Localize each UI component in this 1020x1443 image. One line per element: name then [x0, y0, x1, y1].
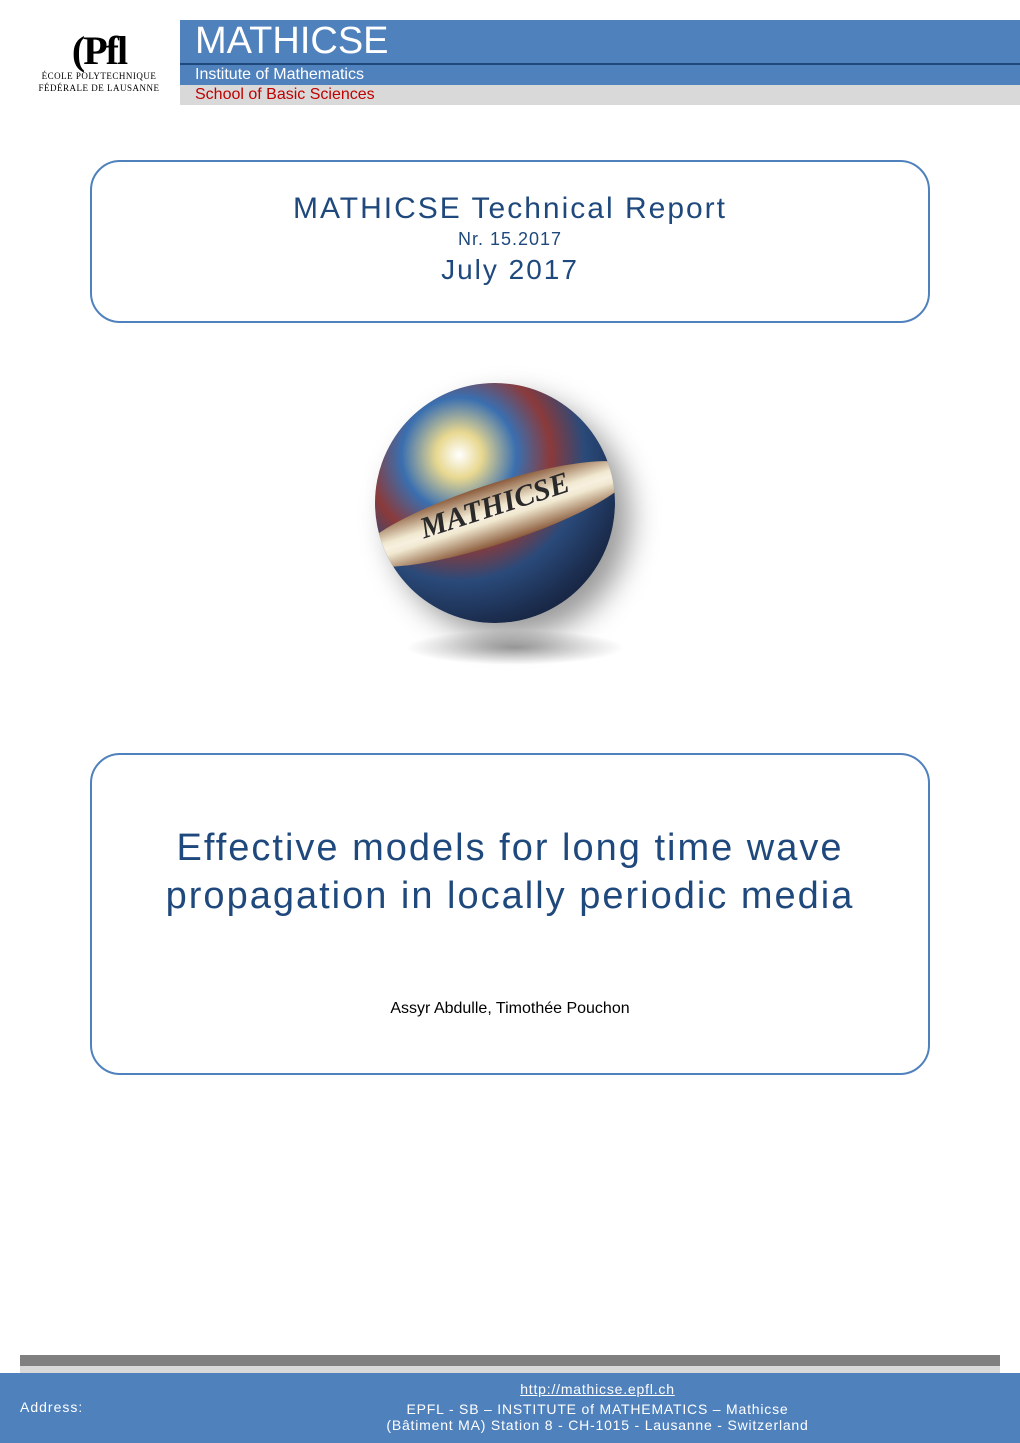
- epfl-logo: (Pfl ÉCOLE POLYTECHNIQUE FÉDÉRALE DE LAU…: [20, 20, 178, 105]
- logo-main-text: (Pfl: [72, 33, 126, 69]
- footer-address-text: http://mathicse.epfl.ch EPFL - SB – INST…: [195, 1381, 1000, 1433]
- footer-divider-2: [20, 1366, 1000, 1373]
- logo-subtitle-line2: FÉDÉRALE DE LAUSANNE: [39, 83, 160, 93]
- logo-subtitle-line1: ÉCOLE POLYTECHNIQUE: [42, 71, 157, 81]
- footer-divider-1: [20, 1355, 1000, 1366]
- report-number: Nr. 15.2017: [132, 229, 888, 250]
- logo-sphere-container: MATHICSE: [0, 383, 1020, 653]
- sphere-placeholder: MATHICSE: [375, 383, 645, 653]
- institute-subtitle-bar: Institute of Mathematics: [180, 63, 1020, 85]
- footer: Address: http://mathicse.epfl.ch EPFL - …: [0, 1355, 1020, 1443]
- school-bar: School of Basic Sciences: [180, 85, 1020, 105]
- paper-title-box: Effective models for long time wave prop…: [90, 753, 930, 1075]
- footer-content: Address: http://mathicse.epfl.ch EPFL - …: [0, 1373, 1020, 1443]
- report-series-title: MATHICSE Technical Report: [132, 192, 888, 226]
- header: (Pfl ÉCOLE POLYTECHNIQUE FÉDÉRALE DE LAU…: [0, 0, 1020, 105]
- footer-line1: EPFL - SB – INSTITUTE of MATHEMATICS – M…: [407, 1401, 789, 1417]
- footer-line2: (Bâtiment MA) Station 8 - CH-1015 - Laus…: [386, 1417, 808, 1433]
- footer-address-label: Address:: [20, 1381, 195, 1415]
- report-info-box: MATHICSE Technical Report Nr. 15.2017 Ju…: [90, 160, 930, 323]
- footer-url[interactable]: http://mathicse.epfl.ch: [520, 1381, 675, 1397]
- sphere-shadow: [405, 630, 625, 665]
- mathicse-sphere-icon: MATHICSE: [375, 383, 615, 623]
- report-date: July 2017: [132, 254, 888, 286]
- header-bars: MATHICSE Institute of Mathematics School…: [180, 20, 1020, 105]
- paper-authors: Assyr Abdulle, Timothée Pouchon: [132, 1000, 888, 1018]
- paper-title: Effective models for long time wave prop…: [132, 825, 888, 920]
- institute-name-bar: MATHICSE: [180, 20, 1020, 63]
